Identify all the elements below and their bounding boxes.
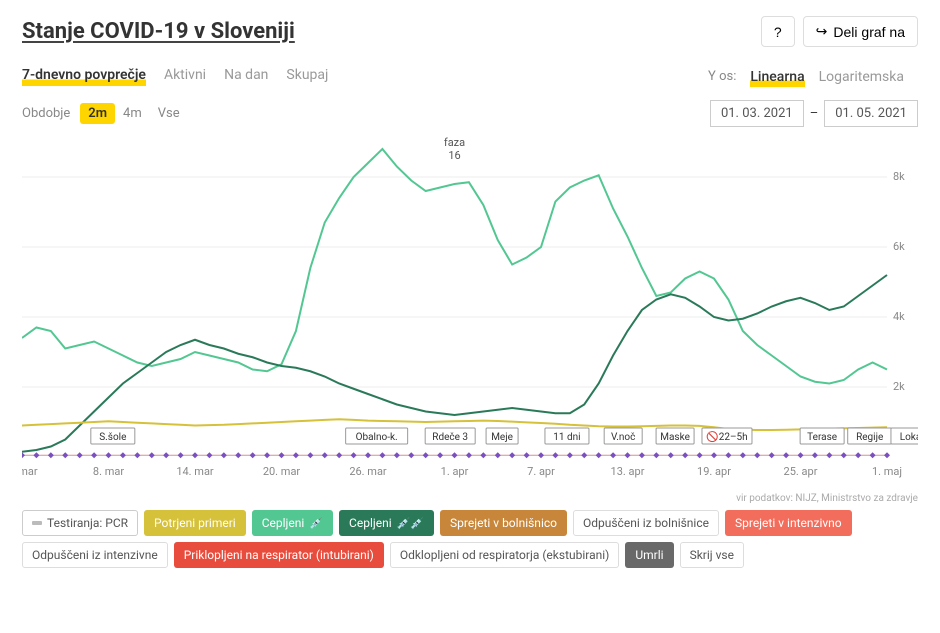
legend-potrjeni-primeri[interactable]: Potrjeni primeri [144, 510, 246, 536]
share-icon: ↪ [816, 23, 828, 40]
yaxis-opt-logaritemska[interactable]: Logaritemska [819, 69, 904, 87]
legend-label: Odpuščeni iz bolnišnice [583, 516, 709, 530]
help-button[interactable]: ? [761, 16, 795, 47]
date-from-input[interactable]: 01. 03. 2021 [710, 100, 804, 127]
range-btn-4m[interactable]: 4m [115, 103, 150, 124]
legend-cepljeni[interactable]: Cepljeni 💉 [252, 510, 333, 536]
date-separator: – [810, 106, 819, 121]
svg-text:1. maj: 1. maj [872, 465, 902, 478]
legend-cepljeni[interactable]: Cepljeni 💉💉 [339, 510, 434, 536]
svg-text:S.šole: S.šole [99, 432, 126, 443]
legend-skrij-vse[interactable]: Skrij vse [680, 542, 744, 568]
legend-label: Sprejeti v bolnišnico [450, 516, 557, 530]
chart-area[interactable]: 2k 4k 6k 8k 2. mar 8. mar 14. mar 20. mar 26. ma… [22, 137, 918, 487]
svg-text:8k: 8k [893, 170, 905, 183]
svg-text:Maske: Maske [660, 432, 690, 443]
svg-text:20. mar: 20. mar [263, 465, 301, 478]
header: Stanje COVID-19 v Sloveniji ? ↪ Deli gra… [22, 16, 918, 47]
svg-text:25. apr: 25. apr [784, 465, 818, 478]
legend-label: Cepljeni [349, 516, 392, 530]
tab-na-dan[interactable]: Na dan [224, 67, 268, 86]
line-chart: 2k 4k 6k 8k 2. mar 8. mar 14. mar 20. mar 26. ma… [22, 137, 918, 487]
range-label: Obdobje [22, 106, 70, 121]
tab-skupaj[interactable]: Skupaj [286, 67, 328, 86]
legend-label: Priklopljeni na respirator (intubirani) [184, 548, 374, 562]
svg-text:8. mar: 8. mar [93, 465, 124, 478]
svg-text:16: 16 [448, 149, 460, 162]
legend-label: Odpuščeni iz intenzivne [32, 548, 158, 562]
legend-sprejeti-v-intenzivno[interactable]: Sprejeti v intenzivno [725, 510, 852, 536]
legend-umrli[interactable]: Umrli [625, 542, 673, 568]
svg-text:V.noč: V.noč [611, 432, 635, 443]
svg-text:🚫22–5h: 🚫22–5h [706, 430, 747, 443]
svg-text:11 dni: 11 dni [553, 432, 580, 443]
svg-text:13. apr: 13. apr [611, 465, 645, 478]
view-tabs: 7-dnevno povprečje Aktivni Na dan Skupaj [22, 67, 328, 86]
page-title: Stanje COVID-19 v Sloveniji [22, 19, 295, 44]
legend-testiranja-pcr[interactable]: Testiranja: PCR [22, 510, 138, 536]
legend-odpu-eni-iz-bolni-nice[interactable]: Odpuščeni iz bolnišnice [573, 510, 719, 536]
syringe-icon: 💉💉 [397, 517, 424, 530]
svg-text:Meje: Meje [491, 432, 513, 443]
help-label: ? [774, 24, 782, 40]
svg-text:Rdeče 3: Rdeče 3 [432, 432, 468, 443]
share-button[interactable]: ↪ Deli graf na [803, 16, 918, 47]
svg-text:faza: faza [444, 137, 465, 149]
legend-label: Sprejeti v intenzivno [735, 516, 842, 530]
legend-label: Cepljeni [262, 516, 305, 530]
syringe-icon: 💉 [309, 517, 323, 530]
svg-text:Obalno-k.: Obalno-k. [356, 432, 398, 443]
svg-text:Lokali: Lokali [900, 432, 918, 443]
svg-text:4k: 4k [893, 310, 905, 323]
legend-odpu-eni-iz-intenzivne[interactable]: Odpuščeni iz intenzivne [22, 542, 168, 568]
legend-label: Umrli [635, 548, 663, 562]
yaxis-label: Y os: [708, 69, 736, 84]
source-text: vir podatkov: NIJZ, Ministrstvo za zdrav… [22, 493, 918, 504]
date-to-input[interactable]: 01. 05. 2021 [824, 100, 918, 127]
svg-text:Terase: Terase [807, 432, 837, 443]
legend-priklopljeni-na-respirator-intubirani-[interactable]: Priklopljeni na respirator (intubirani) [174, 542, 384, 568]
svg-text:2k: 2k [893, 380, 905, 393]
svg-text:19. apr: 19. apr [697, 465, 731, 478]
legend-label: Potrjeni primeri [154, 516, 236, 530]
range-btn-2m[interactable]: 2m [80, 103, 115, 124]
svg-text:6k: 6k [893, 240, 905, 253]
range-btn-vse[interactable]: Vse [150, 103, 188, 124]
yaxis-opt-linearna[interactable]: Linearna [750, 69, 804, 87]
legend-sprejeti-v-bolni-nico[interactable]: Sprejeti v bolnišnico [440, 510, 567, 536]
svg-text:2. mar: 2. mar [22, 465, 38, 478]
legend-label: Testiranja: PCR [47, 516, 128, 530]
legend: Testiranja: PCR Potrjeni primeri Cepljeni 💉… [22, 510, 918, 568]
svg-text:14. mar: 14. mar [176, 465, 214, 478]
legend-label: Odklopljeni od respiratorja (ekstubirani… [400, 548, 610, 562]
legend-label: Skrij vse [690, 548, 734, 562]
svg-text:26. mar: 26. mar [349, 465, 387, 478]
tab-aktivni[interactable]: Aktivni [164, 67, 206, 86]
svg-text:1. apr: 1. apr [441, 465, 469, 478]
svg-text:7. apr: 7. apr [527, 465, 555, 478]
tab-7-dnevno-povprečje[interactable]: 7-dnevno povprečje [22, 67, 146, 86]
share-label: Deli graf na [833, 24, 905, 40]
legend-odklopljeni-od-respiratorja-ekstubirani-[interactable]: Odklopljeni od respiratorja (ekstubirani… [390, 542, 620, 568]
svg-text:Regije: Regije [856, 432, 883, 443]
